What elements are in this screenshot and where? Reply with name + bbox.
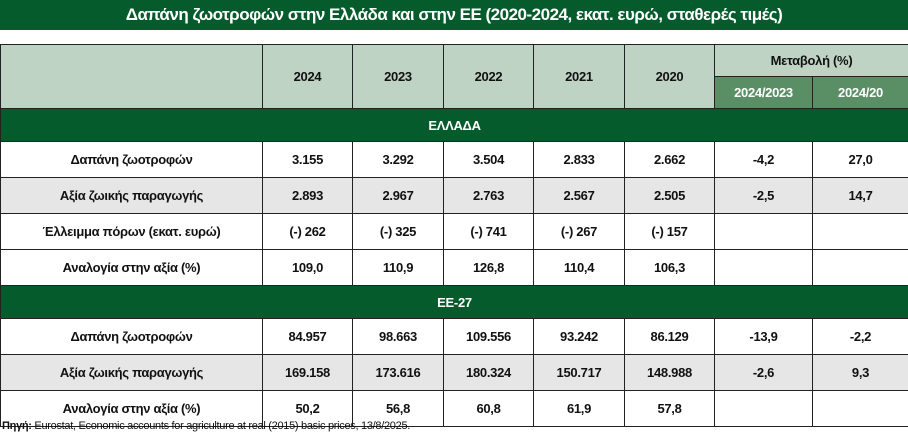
section-row: ΕΛΛΑΔΑ (0, 108, 908, 142)
table-row: Αξία ζωικής παραγωγής 169.158 173.616 180.3… (0, 354, 908, 391)
table-cell: 84.957 (262, 318, 353, 355)
table-cell: 98.663 (352, 318, 444, 355)
row-label: Έλλειμμα πόρων (εκατ. ευρώ) (0, 213, 263, 250)
table-cell: 150.717 (533, 354, 625, 391)
data-table: 2024 2023 2022 2021 2020 Μεταβολή (%) 20… (0, 44, 908, 427)
table-cell: 60,8 (443, 390, 534, 427)
table-title: Δαπάνη ζωοτροφών στην Ελλάδα και στην ΕΕ… (0, 0, 908, 30)
header-year: 2021 (533, 44, 625, 109)
table-row: Έλλειμμα πόρων (εκατ. ευρώ) (-) 262 (-) 32… (0, 213, 908, 250)
source-note: Πηγή: Eurostat, Economic accounts for ag… (2, 420, 410, 432)
table-cell: 169.158 (262, 354, 353, 391)
table-cell: (-) 157 (624, 213, 715, 250)
table-cell: 148.988 (624, 354, 715, 391)
table-row: Αξία ζωικής παραγωγής 2.893 2.967 2.763 2.56… (0, 177, 908, 214)
table-row: Δαπάνη ζωοτροφών 84.957 98.663 109.556 93.24… (0, 318, 908, 355)
table-cell: 86.129 (624, 318, 715, 355)
header-change: Μεταβολή (%) (714, 44, 908, 77)
table-cell (714, 390, 813, 427)
table-cell: 106,3 (624, 249, 715, 286)
table-cell: 2.662 (624, 141, 715, 178)
table-cell: (-) 325 (352, 213, 444, 250)
header-empty-cell (0, 44, 263, 109)
table-cell: 2.505 (624, 177, 715, 214)
source-text: Eurostat, Economic accounts for agricult… (31, 420, 411, 432)
row-label: Αναλογία στην αξία (%) (0, 249, 263, 286)
table-cell (812, 249, 908, 286)
table-cell: 3.155 (262, 141, 353, 178)
table-cell (812, 390, 908, 427)
table-cell: 126,8 (443, 249, 534, 286)
row-label: Δαπάνη ζωοτροφών (0, 318, 263, 355)
table-cell: -4,2 (714, 141, 813, 178)
table-cell: (-) 262 (262, 213, 353, 250)
table-cell: 110,9 (352, 249, 444, 286)
table-cell: 110,4 (533, 249, 625, 286)
table-row: Αναλογία στην αξία (%) 50,2 56,8 60,8 61,9 57… (0, 390, 908, 427)
table-row: Δαπάνη ζωοτροφών 3.155 3.292 3.504 2.833 2.66… (0, 141, 908, 178)
section-row: ΕΕ-27 (0, 285, 908, 319)
table-cell: 173.616 (352, 354, 444, 391)
table-cell: -13,9 (714, 318, 813, 355)
table-cell: (-) 267 (533, 213, 625, 250)
table-cell: 2.567 (533, 177, 625, 214)
table-cell: 93.242 (533, 318, 625, 355)
header-change-col: 2024/20 (812, 76, 908, 109)
table-cell (812, 213, 908, 250)
table-cell: 3.504 (443, 141, 534, 178)
table-cell: 56,8 (352, 390, 444, 427)
header-year: 2024 (262, 44, 353, 109)
row-label: Αναλογία στην αξία (%) (0, 390, 263, 427)
table-cell: 109.556 (443, 318, 534, 355)
table-row: Αναλογία στην αξία (%) 109,0 110,9 126,8 110… (0, 249, 908, 286)
table-cell: 109,0 (262, 249, 353, 286)
table-cell: 57,8 (624, 390, 715, 427)
section-title: ΕΛΛΑΔΑ (0, 108, 908, 142)
header-year: 2022 (443, 44, 534, 109)
table-cell: 2.893 (262, 177, 353, 214)
source-label: Πηγή: (2, 420, 32, 432)
table-cell: 27,0 (812, 141, 908, 178)
header-change-col: 2024/2023 (714, 76, 813, 109)
table-cell: 14,7 (812, 177, 908, 214)
row-label: Αξία ζωικής παραγωγής (0, 354, 263, 391)
header-year: 2023 (352, 44, 444, 109)
table-cell (714, 213, 813, 250)
table-cell: -2,2 (812, 318, 908, 355)
table-cell (714, 249, 813, 286)
table-cell: 2.967 (352, 177, 444, 214)
section-title: ΕΕ-27 (0, 285, 908, 319)
row-label: Αξία ζωικής παραγωγής (0, 177, 263, 214)
row-label: Δαπάνη ζωοτροφών (0, 141, 263, 178)
table-cell: 2.833 (533, 141, 625, 178)
table-cell: -2,5 (714, 177, 813, 214)
table-cell: 3.292 (352, 141, 444, 178)
table-cell: 61,9 (533, 390, 625, 427)
table-cell: -2,6 (714, 354, 813, 391)
table-cell: 2.763 (443, 177, 534, 214)
table-cell: 180.324 (443, 354, 534, 391)
table-cell: 9,3 (812, 354, 908, 391)
table-cell: (-) 741 (443, 213, 534, 250)
header-year: 2020 (624, 44, 715, 109)
